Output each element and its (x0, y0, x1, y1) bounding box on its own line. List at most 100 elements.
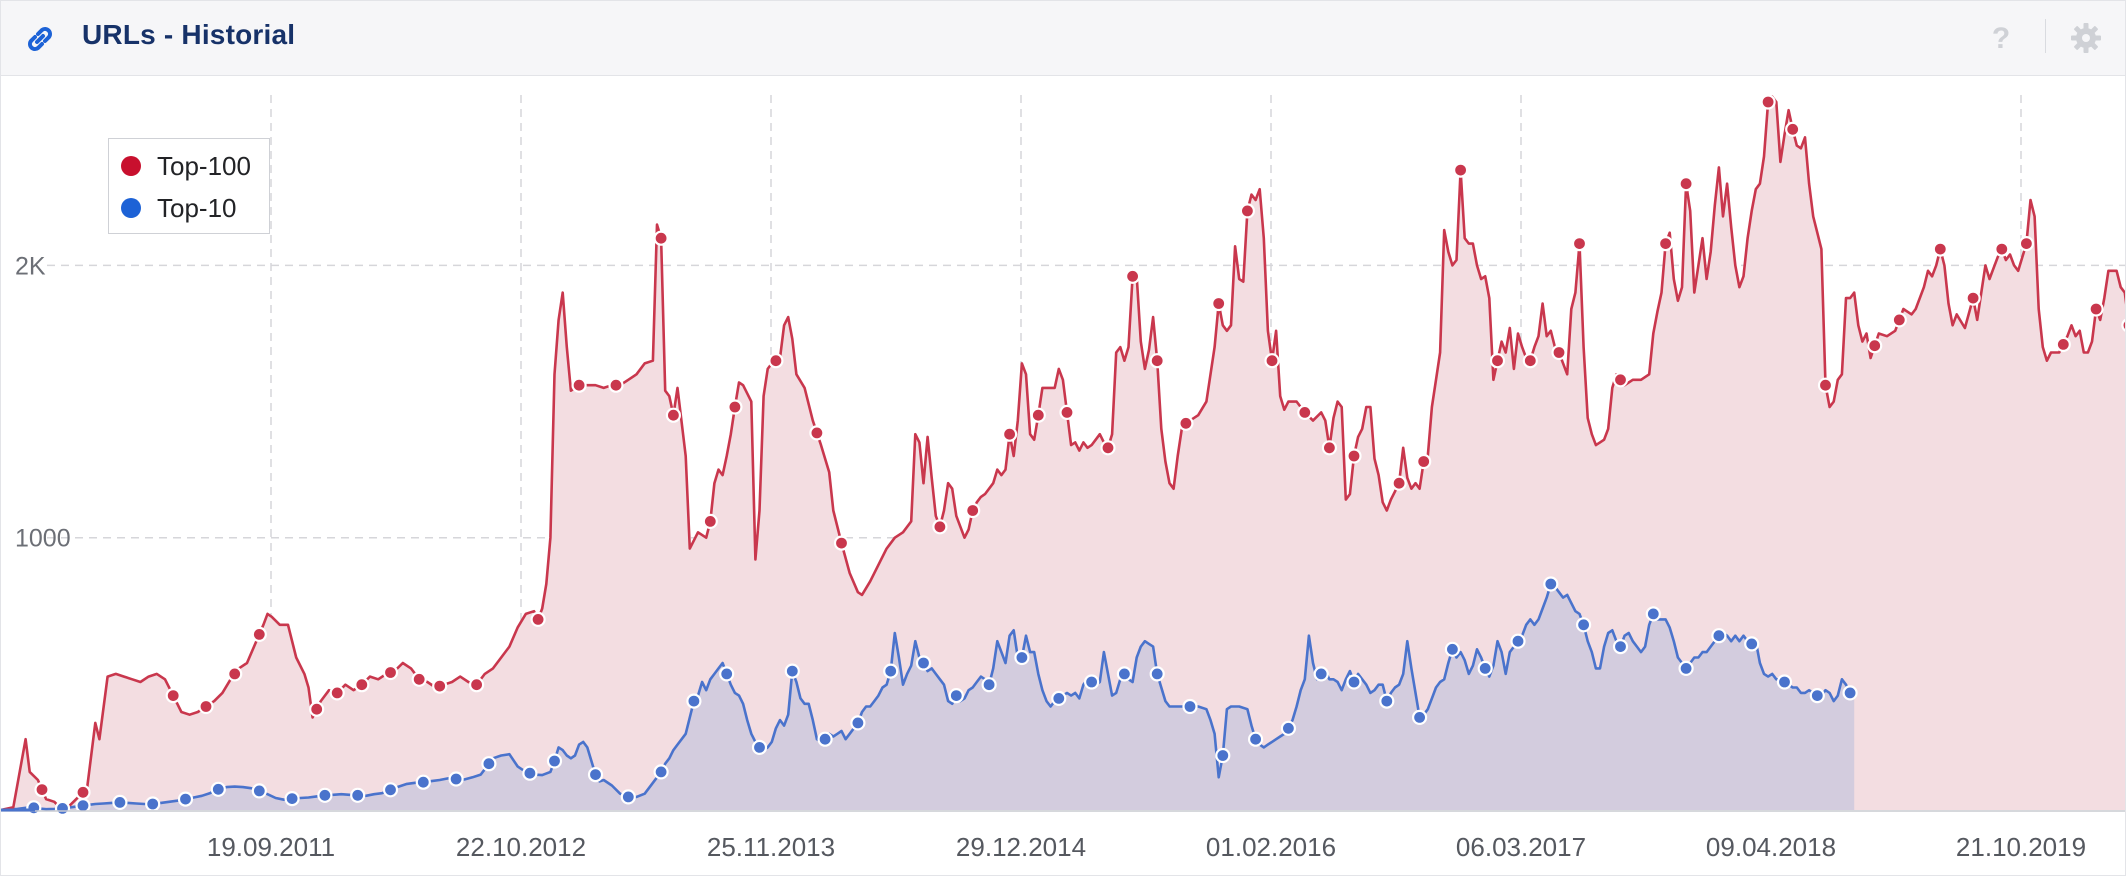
data-point-top100-32 (1178, 415, 1194, 431)
data-point-top100-28 (1059, 404, 1075, 420)
header-divider (2045, 19, 2046, 53)
data-point-top10-42 (1411, 709, 1428, 726)
data-point-top100-4 (198, 698, 214, 715)
data-point-top100-57 (2018, 236, 2035, 252)
data-point-top10-45 (1510, 633, 1526, 649)
data-point-top10-20 (686, 693, 702, 709)
data-point-top10-22 (751, 739, 768, 756)
data-point-top100-5 (227, 666, 243, 682)
data-point-top100-24 (932, 519, 948, 535)
x-tick-label-4: 01.02.2016 (1206, 832, 1336, 862)
series-area-top100 (1, 96, 2125, 810)
data-point-top100-2 (75, 784, 91, 800)
data-point-top100-12 (432, 678, 448, 694)
data-point-top10-11 (382, 782, 399, 798)
data-point-top100-56 (1994, 241, 2010, 257)
data-point-top100-21 (768, 353, 784, 369)
x-tick-label-2: 25.11.2013 (707, 832, 835, 862)
data-point-top100-19 (702, 513, 718, 529)
data-point-top100-43 (1522, 353, 1538, 369)
data-point-top10-49 (1645, 606, 1661, 622)
data-point-top100-59 (2088, 301, 2104, 317)
series-line-top10 (1, 582, 1855, 812)
data-point-top10-13 (448, 771, 464, 787)
data-point-top10-14 (481, 756, 497, 772)
link-icon (28, 27, 52, 51)
data-point-top10-23 (784, 663, 800, 679)
data-point-top10-48 (1612, 638, 1629, 655)
data-point-top10-40 (1346, 674, 1362, 690)
data-point-top100-54 (1932, 241, 1948, 257)
data-point-top10-46 (1543, 576, 1559, 592)
data-point-top100-20 (727, 399, 743, 415)
data-point-top10-52 (1744, 636, 1760, 652)
data-point-top100-16 (608, 377, 624, 393)
data-point-top10-43 (1444, 641, 1461, 657)
data-point-top100-33 (1211, 295, 1227, 312)
data-point-top100-35 (1264, 353, 1280, 369)
data-point-top10-33 (1116, 666, 1133, 682)
data-point-top100-10 (382, 664, 399, 681)
data-point-top100-29 (1100, 440, 1116, 456)
legend-item-top100[interactable]: Top-100 (121, 149, 251, 183)
data-point-top100-11 (411, 671, 427, 687)
data-point-top100-14 (530, 611, 546, 628)
data-point-top10-12 (415, 774, 431, 790)
data-point-top100-38 (1346, 448, 1362, 464)
data-point-top10-32 (1083, 674, 1100, 690)
data-point-top10-53 (1776, 674, 1793, 690)
data-point-top10-38 (1280, 720, 1297, 736)
x-tick-label-5: 06.03.2017 (1456, 832, 1586, 862)
data-point-top10-17 (587, 766, 604, 783)
legend-item-top10[interactable]: Top-10 (121, 191, 237, 225)
data-point-top10-28 (948, 687, 964, 704)
urls-history-chart: 1000 2K 19.09.2011 22.10.2012 25.11.2013 29.1… (1, 94, 2125, 862)
data-point-top10-3 (112, 794, 128, 811)
data-point-top100-42 (1489, 353, 1506, 369)
data-point-top10-41 (1379, 693, 1395, 709)
data-point-top100-3 (165, 687, 181, 704)
data-point-top100-31 (1149, 353, 1165, 369)
data-point-top100-22 (809, 425, 825, 441)
legend-label-top100: Top-100 (157, 150, 251, 181)
data-point-top100-51 (1817, 377, 1834, 393)
data-point-top10-36 (1215, 747, 1231, 764)
data-point-top10-50 (1678, 660, 1694, 677)
data-point-top10-1 (54, 800, 71, 817)
x-tick-label-7: 21.10.2019 (1956, 832, 2086, 862)
data-point-top100-52 (1867, 338, 1883, 354)
data-point-top10-25 (850, 715, 866, 731)
data-point-top100-50 (1785, 121, 1801, 137)
point-layer (26, 94, 2125, 818)
data-point-top10-34 (1149, 666, 1165, 682)
y-tick-label-0: 1000 (15, 525, 71, 553)
data-point-top100-27 (1030, 407, 1046, 423)
data-point-top100-53 (1891, 312, 1907, 328)
data-point-top100-48 (1678, 176, 1694, 192)
data-point-top100-55 (1965, 290, 1981, 306)
data-point-top100-8 (329, 685, 345, 701)
chart-legend: Top-100 Top-10 (108, 138, 270, 234)
data-point-top100-44 (1551, 344, 1567, 361)
area-layer (1, 96, 2125, 810)
data-point-top10-18 (620, 789, 636, 805)
data-point-top100-37 (1321, 440, 1338, 456)
data-point-top10-30 (1014, 649, 1030, 666)
data-point-top10-5 (177, 791, 194, 807)
data-point-top10-8 (284, 790, 300, 807)
data-point-top10-47 (1575, 617, 1592, 633)
data-point-top10-54 (1809, 687, 1825, 704)
legend-label-top10: Top-10 (157, 192, 237, 223)
data-point-top100-41 (1452, 162, 1469, 178)
axis-layer: 1000 2K 19.09.2011 22.10.2012 25.11.2013 29.1… (1, 252, 2125, 862)
data-point-top100-18 (665, 407, 682, 423)
help-icon[interactable]: ? (1991, 22, 2011, 55)
data-point-top10-6 (210, 781, 226, 797)
data-point-top100-9 (354, 677, 370, 693)
x-tick-label-0: 19.09.2011 (207, 832, 335, 862)
data-point-top10-16 (546, 753, 563, 769)
data-point-top10-37 (1247, 731, 1264, 747)
data-point-top100-6 (251, 626, 267, 643)
gear-icon[interactable] (2069, 21, 2103, 55)
data-point-top10-19 (653, 764, 669, 780)
